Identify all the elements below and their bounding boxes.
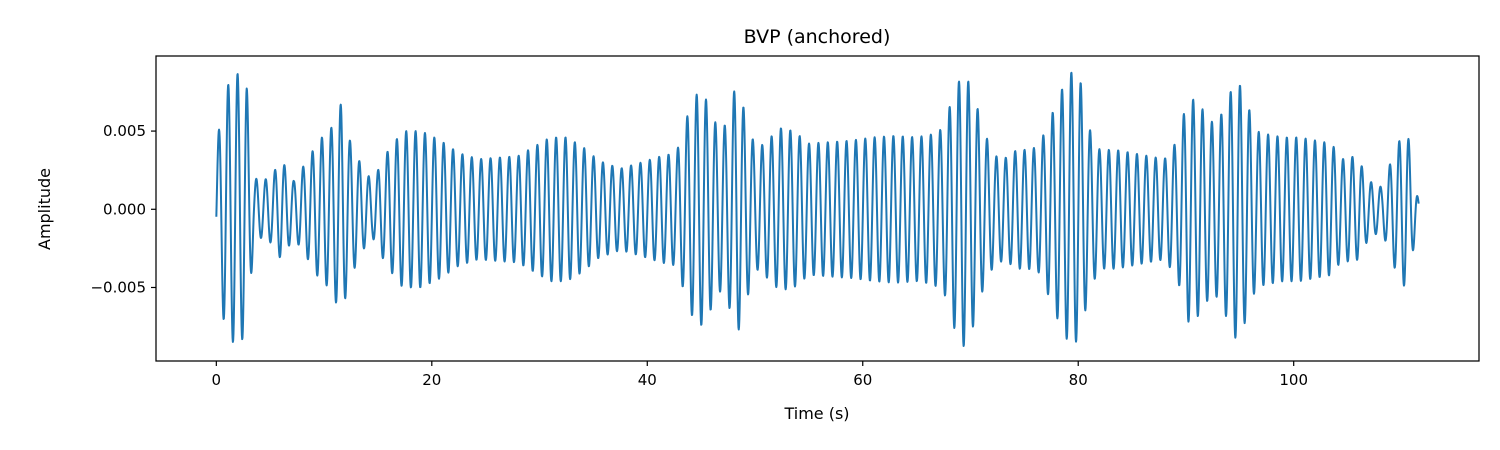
x-tick-label: 0 [212,371,222,389]
y-tick-label: 0.005 [103,122,146,140]
y-axis: −0.005 0.000 0.005 [90,122,156,296]
y-tick-label: −0.005 [90,278,146,296]
x-tick-label: 80 [1069,371,1088,389]
x-axis: 0 20 40 60 80 100 [212,361,1308,389]
x-tick-label: 100 [1279,371,1308,389]
x-tick-label: 20 [422,371,441,389]
plot-area [215,71,1420,347]
chart-title: BVP (anchored) [744,26,891,48]
y-axis-label: Amplitude [35,168,54,250]
plot-frame [155,55,1480,362]
x-axis-label: Time (s) [783,404,849,423]
y-tick-label: 0.000 [103,200,146,218]
x-tick-label: 40 [638,371,657,389]
bvp-series-line [215,71,1420,347]
x-tick-label: 60 [853,371,872,389]
